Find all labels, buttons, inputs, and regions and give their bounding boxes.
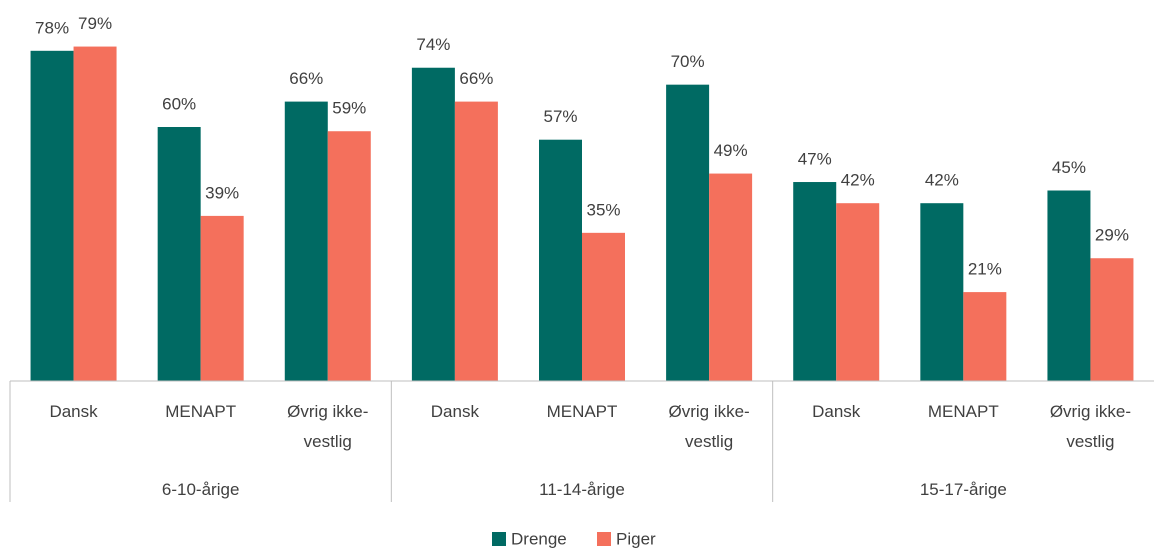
bar: [1047, 190, 1091, 381]
data-label: 29%: [1095, 226, 1129, 245]
data-label: 42%: [841, 171, 875, 190]
x-tick-label: Øvrig ikke-vestlig: [287, 402, 369, 451]
data-label: 35%: [586, 200, 620, 219]
bar: [327, 131, 371, 381]
data-label: 39%: [205, 183, 239, 202]
group-label: 15-17-årige: [919, 480, 1007, 499]
legend-swatch: [492, 532, 506, 546]
data-label: 21%: [968, 260, 1002, 279]
bar: [582, 232, 625, 381]
x-tick-label: MENAPT: [165, 402, 237, 421]
data-label: 42%: [925, 171, 959, 190]
bar: [709, 173, 753, 381]
bar: [1090, 258, 1134, 381]
data-label: 66%: [289, 69, 323, 88]
x-tick-label: MENAPT: [927, 402, 999, 421]
bar: [963, 292, 1007, 381]
data-label: 49%: [714, 141, 748, 160]
x-tick-label: Dansk: [812, 402, 861, 421]
x-tick-label: Øvrig ikke-vestlig: [668, 402, 750, 451]
bar: [284, 101, 328, 381]
data-label: 47%: [798, 150, 832, 169]
bar: [454, 101, 498, 381]
bar: [793, 182, 837, 381]
bar: [30, 50, 74, 382]
bar: [666, 84, 710, 382]
legend-swatch: [597, 532, 611, 546]
data-label: 79%: [78, 14, 112, 33]
legend-label: Piger: [616, 529, 656, 548]
x-tick-label: Dansk: [430, 402, 479, 421]
bar: [200, 215, 244, 381]
x-tick-label: Dansk: [49, 402, 98, 421]
legend-label: Drenge: [511, 529, 567, 548]
group-label: 11-14-årige: [539, 480, 625, 499]
data-label: 70%: [671, 52, 705, 71]
bar: [157, 127, 201, 381]
data-label: 59%: [332, 99, 366, 118]
group-label: 6-10-årige: [161, 480, 240, 499]
x-tick-label: MENAPT: [546, 402, 618, 421]
data-label: 78%: [35, 18, 69, 37]
data-label: 66%: [459, 69, 493, 88]
x-tick-label: Øvrig ikke-vestlig: [1049, 402, 1132, 451]
data-label: 45%: [1052, 158, 1086, 177]
bar: [836, 203, 880, 381]
bar: [920, 203, 964, 381]
bar: [411, 67, 455, 381]
data-label: 74%: [416, 35, 450, 54]
bar: [539, 139, 582, 381]
data-label: 57%: [543, 107, 577, 126]
data-label: 60%: [162, 94, 196, 113]
bar: [73, 46, 117, 382]
